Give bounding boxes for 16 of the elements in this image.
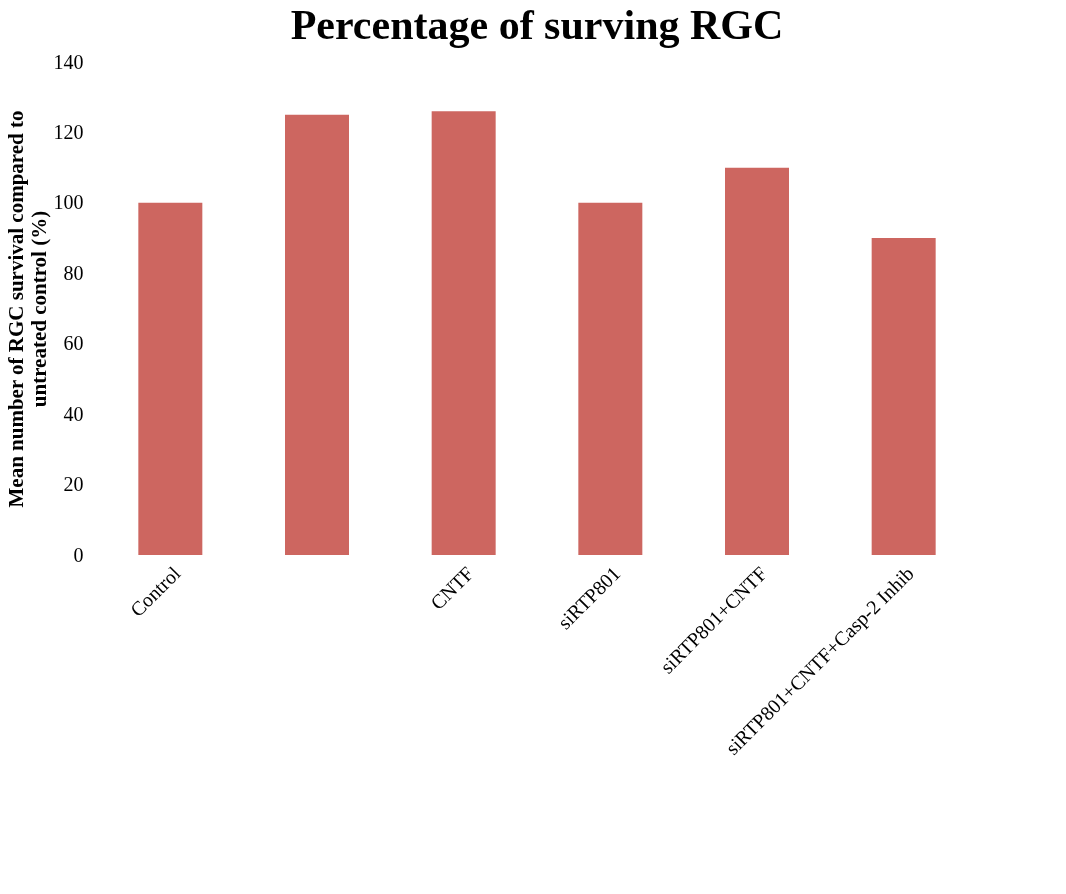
bar (285, 114, 349, 555)
y-tick-label: 100 (53, 191, 84, 214)
y-axis-title: Mean number of RGC survival compared to untreated control (%) (3, 110, 51, 508)
y-tick-label: 120 (53, 120, 84, 143)
y-tick-label: 80 (63, 261, 84, 284)
bar (725, 167, 789, 555)
bar (871, 238, 936, 555)
bar (138, 202, 203, 555)
bar (578, 202, 643, 555)
y-tick-label: 20 (63, 473, 84, 496)
y-tick-label: 140 (53, 50, 84, 73)
y-tick-label: 40 (63, 402, 84, 425)
bar (431, 111, 496, 555)
y-tick-label: 60 (63, 332, 84, 355)
y-tick-label: 0 (73, 543, 84, 566)
chart-title: Percentage of surving RGC (290, 2, 784, 48)
